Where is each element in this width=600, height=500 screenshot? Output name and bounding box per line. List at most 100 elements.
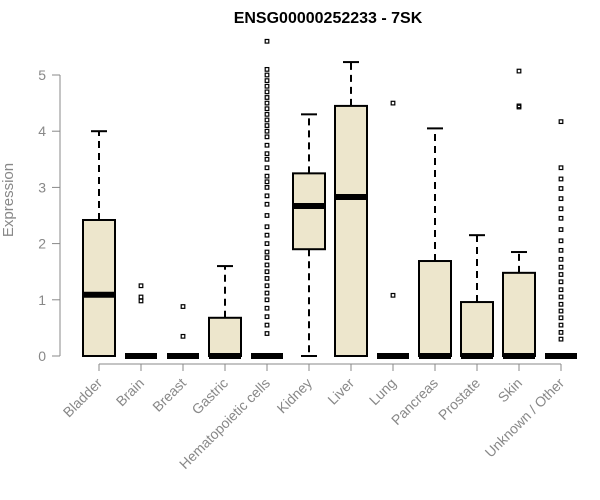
outlier-point [558, 264, 564, 270]
y-tick-label: 3 [38, 179, 46, 195]
outlier-point [264, 224, 270, 230]
outlier-point [390, 292, 396, 298]
box-group [545, 119, 577, 359]
box-group [208, 265, 242, 359]
outlier-point [264, 249, 270, 255]
outlier-point [516, 68, 522, 74]
chart-title: ENSG00000252233 - 7SK [234, 10, 423, 27]
outlier-point [558, 315, 564, 321]
outlier-point [264, 117, 270, 123]
outlier-point [390, 100, 396, 106]
outlier-point [264, 95, 270, 100]
x-tick-label: Breast [149, 375, 189, 415]
box [292, 172, 326, 251]
outlier-point [264, 72, 270, 78]
y-tick-label: 0 [38, 348, 46, 364]
box [208, 316, 242, 357]
outlier-point [264, 241, 270, 247]
outlier-point [264, 201, 270, 207]
outlier-point [264, 100, 270, 106]
outlier-point [558, 186, 564, 191]
outlier-point [264, 283, 270, 289]
outlier-point [558, 308, 564, 314]
boxes [82, 38, 577, 359]
outlier-point [138, 298, 144, 304]
outlier-point [264, 128, 270, 134]
outlier-point [264, 262, 270, 268]
x-tick-label: Bladder [60, 375, 106, 421]
outlier-point [264, 276, 270, 281]
y-tick-label: 4 [38, 123, 46, 139]
outlier-point [264, 193, 270, 199]
box [502, 271, 536, 358]
outlier-point [264, 156, 270, 162]
x-tick-label: Skin [495, 375, 526, 406]
y-tick-label: 1 [38, 292, 46, 308]
outlier-point [264, 151, 270, 157]
outlier-point [558, 215, 564, 221]
box [418, 260, 452, 357]
outlier-point [264, 106, 270, 112]
outlier-point [558, 287, 564, 293]
outlier-point [264, 322, 270, 328]
y-tick-label: 5 [38, 67, 46, 83]
y-axis: 0 1 2 3 4 5 [38, 67, 61, 364]
outlier-point [264, 297, 270, 303]
outlier-point [558, 238, 564, 244]
outlier-point [264, 142, 270, 148]
x-tick-label: Kidney [274, 375, 316, 417]
outlier-point [264, 255, 270, 261]
outlier-point [558, 176, 564, 182]
box [460, 301, 494, 358]
outlier-point [264, 78, 270, 84]
y-tick-label: 2 [38, 236, 46, 252]
box-group [82, 130, 116, 357]
outlier-point [264, 232, 270, 238]
outlier-point [264, 213, 270, 218]
outlier-point [138, 283, 144, 289]
outlier-point [558, 329, 564, 335]
outlier-point [264, 185, 270, 190]
box [82, 218, 116, 357]
outlier-point [264, 38, 270, 44]
outlier-point [264, 173, 270, 179]
outlier-point [264, 290, 270, 296]
box-group [460, 234, 494, 359]
outlier-point [180, 304, 186, 309]
outlier-point [558, 165, 564, 171]
box-group [292, 113, 326, 357]
box-group [502, 68, 536, 359]
outlier-point [264, 89, 270, 95]
x-tick-label: Unknown / Other [482, 375, 568, 461]
outlier-point [264, 305, 270, 311]
outlier-point [264, 134, 270, 140]
outlier-point [264, 165, 270, 171]
x-tick-label: Lung [366, 375, 399, 408]
outlier-point [264, 83, 270, 89]
outlier-point [264, 66, 270, 72]
outlier-point [558, 256, 564, 262]
outlier-point [516, 103, 522, 109]
outlier-point [264, 314, 270, 320]
outlier-point [558, 247, 564, 253]
outlier-point [558, 322, 564, 328]
outlier-point [264, 269, 270, 275]
box-group [167, 304, 199, 359]
outlier-point [558, 119, 564, 125]
y-axis-label: Expression [0, 163, 17, 237]
x-tick-label: Prostate [435, 375, 483, 423]
outlier-point [558, 272, 564, 277]
outlier-point [264, 111, 270, 117]
outlier-point [558, 196, 564, 202]
outlier-point [558, 294, 564, 300]
box [334, 104, 368, 357]
outlier-point [558, 279, 564, 285]
x-tick-label: Brain [113, 375, 147, 409]
box-group [334, 61, 368, 357]
box-group [418, 127, 452, 359]
outlier-point [264, 179, 270, 185]
outlier-point [264, 123, 270, 128]
x-tick-label: Pancreas [388, 375, 441, 428]
